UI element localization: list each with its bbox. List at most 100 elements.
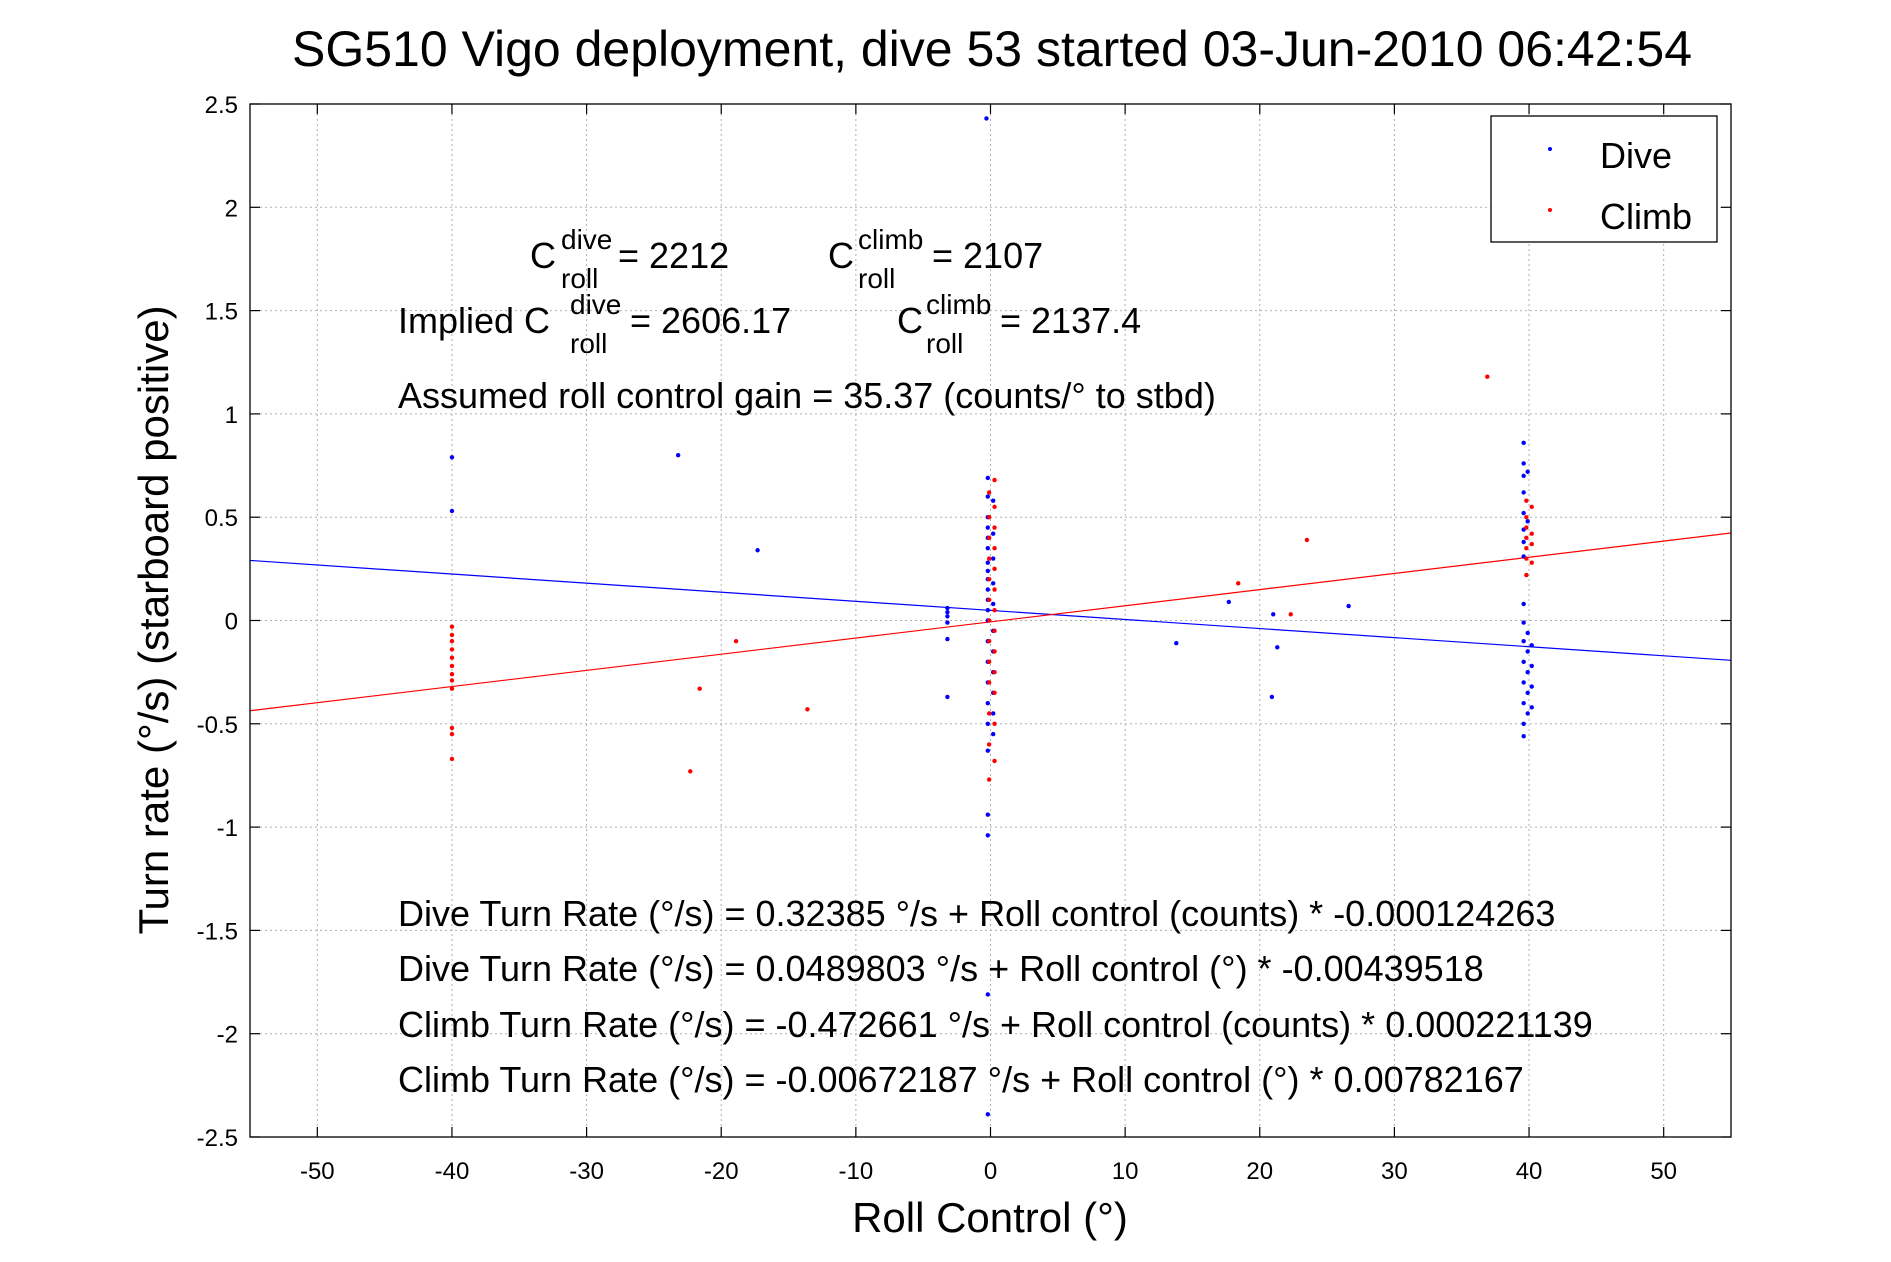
implied-dive-value: = 2606.17 [630, 300, 791, 341]
climb-point [992, 566, 997, 572]
climb-point [1485, 374, 1490, 379]
dive-point [1226, 599, 1232, 605]
x-axis: -50 -40 -30 -20 -10 0 10 20 30 40 50 [300, 104, 1677, 1185]
dive-point [1521, 680, 1526, 685]
c-roll-climb-sub: roll [858, 263, 895, 294]
legend: Dive Climb [1490, 115, 1718, 243]
dive-point [1521, 510, 1526, 516]
climb-point [449, 725, 455, 731]
dive-point [1521, 539, 1526, 545]
y-axis: 2.5 2 1.5 1 0.5 0 -0.5 -1 -1.5 -2 -2.5 [197, 92, 1731, 1152]
climb-point [688, 769, 693, 774]
dive-point [1525, 649, 1530, 654]
dive-point [945, 605, 950, 611]
equation-3: Climb Turn Rate (°/s) = -0.472661 °/s + … [398, 1004, 1593, 1045]
dive-point [1521, 733, 1526, 739]
climb-point [449, 638, 455, 644]
climb-point [1236, 581, 1241, 586]
dive-point [945, 614, 950, 619]
dive-point [1271, 612, 1276, 617]
climb-point [1529, 541, 1534, 547]
dive-point [1521, 638, 1526, 644]
legend-marker-dive [1548, 147, 1552, 151]
dive-point [945, 610, 950, 615]
climb-point [1524, 556, 1529, 561]
x-tick-label: -50 [300, 1158, 335, 1185]
y-tick-label: 1 [225, 402, 238, 429]
climb-point [1529, 560, 1534, 565]
c-roll-climb-value: = 2107 [932, 235, 1043, 276]
equation-2: Dive Turn Rate (°/s) = 0.0489803 °/s + R… [398, 948, 1484, 989]
implied-climb-value: = 2137.4 [1000, 300, 1141, 341]
x-tick-label: -30 [569, 1158, 604, 1185]
dive-point [1269, 694, 1275, 700]
dive-point [990, 601, 996, 607]
climb-point [1524, 572, 1529, 578]
climb-point [992, 628, 997, 634]
dive-point [755, 548, 760, 553]
climb-point [1529, 504, 1534, 510]
dive-point [985, 525, 991, 530]
climb-point [986, 556, 992, 561]
dive-point [985, 721, 991, 726]
climb-point [449, 756, 455, 762]
dive-point [985, 494, 991, 499]
c-roll-dive-value: = 2212 [618, 235, 729, 276]
climb-point [986, 576, 992, 582]
legend-label-climb: Climb [1600, 196, 1692, 237]
legend-marker-climb [1548, 208, 1552, 212]
climb-point [986, 777, 992, 782]
dive-point [1529, 663, 1534, 669]
climb-point [992, 504, 997, 510]
dive-point [985, 475, 991, 481]
x-tick-label: 10 [1112, 1158, 1139, 1185]
dive-point [985, 545, 991, 551]
dive-point [1521, 461, 1526, 466]
dive-point [449, 508, 455, 514]
climb-point [992, 587, 997, 592]
y-tick-label: -1 [217, 815, 238, 842]
climb-point [986, 515, 992, 520]
climb-point [1524, 545, 1529, 551]
climb-point [805, 707, 810, 712]
climb-point [986, 711, 992, 716]
dive-point [1521, 721, 1526, 726]
x-tick-label: 30 [1381, 1158, 1408, 1185]
climb-point [986, 490, 992, 495]
equation-1: Dive Turn Rate (°/s) = 0.32385 °/s + Rol… [398, 893, 1555, 934]
climb-point [986, 680, 992, 685]
c-roll-dive-base: C [530, 235, 556, 276]
dive-point [985, 992, 991, 997]
y-tick-label: 2.5 [205, 92, 238, 119]
dive-point [984, 116, 989, 121]
dive-point [945, 620, 950, 625]
series-climb [449, 374, 1534, 782]
dive-point [990, 581, 996, 586]
equation-4: Climb Turn Rate (°/s) = -0.00672187 °/s … [398, 1059, 1524, 1100]
climb-point [449, 731, 455, 737]
x-tick-label: 50 [1650, 1158, 1677, 1185]
dive-point [1521, 601, 1526, 607]
c-roll-climb-base: C [828, 235, 854, 276]
y-tick-label: -0.5 [197, 712, 238, 739]
dive-point [985, 1112, 991, 1117]
implied-dive-sup: dive [570, 289, 621, 320]
dive-point [449, 455, 455, 460]
dive-point [1525, 690, 1530, 696]
dive-point [1521, 620, 1526, 625]
dive-point [990, 556, 996, 561]
y-tick-label: -1.5 [197, 918, 238, 945]
climb-point [992, 721, 997, 726]
data-layer [249, 116, 1732, 1117]
climb-point [733, 638, 739, 644]
dive-point [1275, 645, 1280, 650]
y-tick-label: -2.5 [197, 1125, 238, 1152]
y-tick-label: 1.5 [205, 299, 238, 326]
dive-point [990, 711, 996, 716]
dive-point [985, 568, 991, 574]
dive-point [985, 560, 991, 565]
y-axis-label: Turn rate (°/s) (starboard positive) [130, 305, 177, 934]
dive-point [1525, 711, 1530, 716]
dive-point [985, 587, 991, 592]
y-tick-label: 0.5 [205, 505, 238, 532]
